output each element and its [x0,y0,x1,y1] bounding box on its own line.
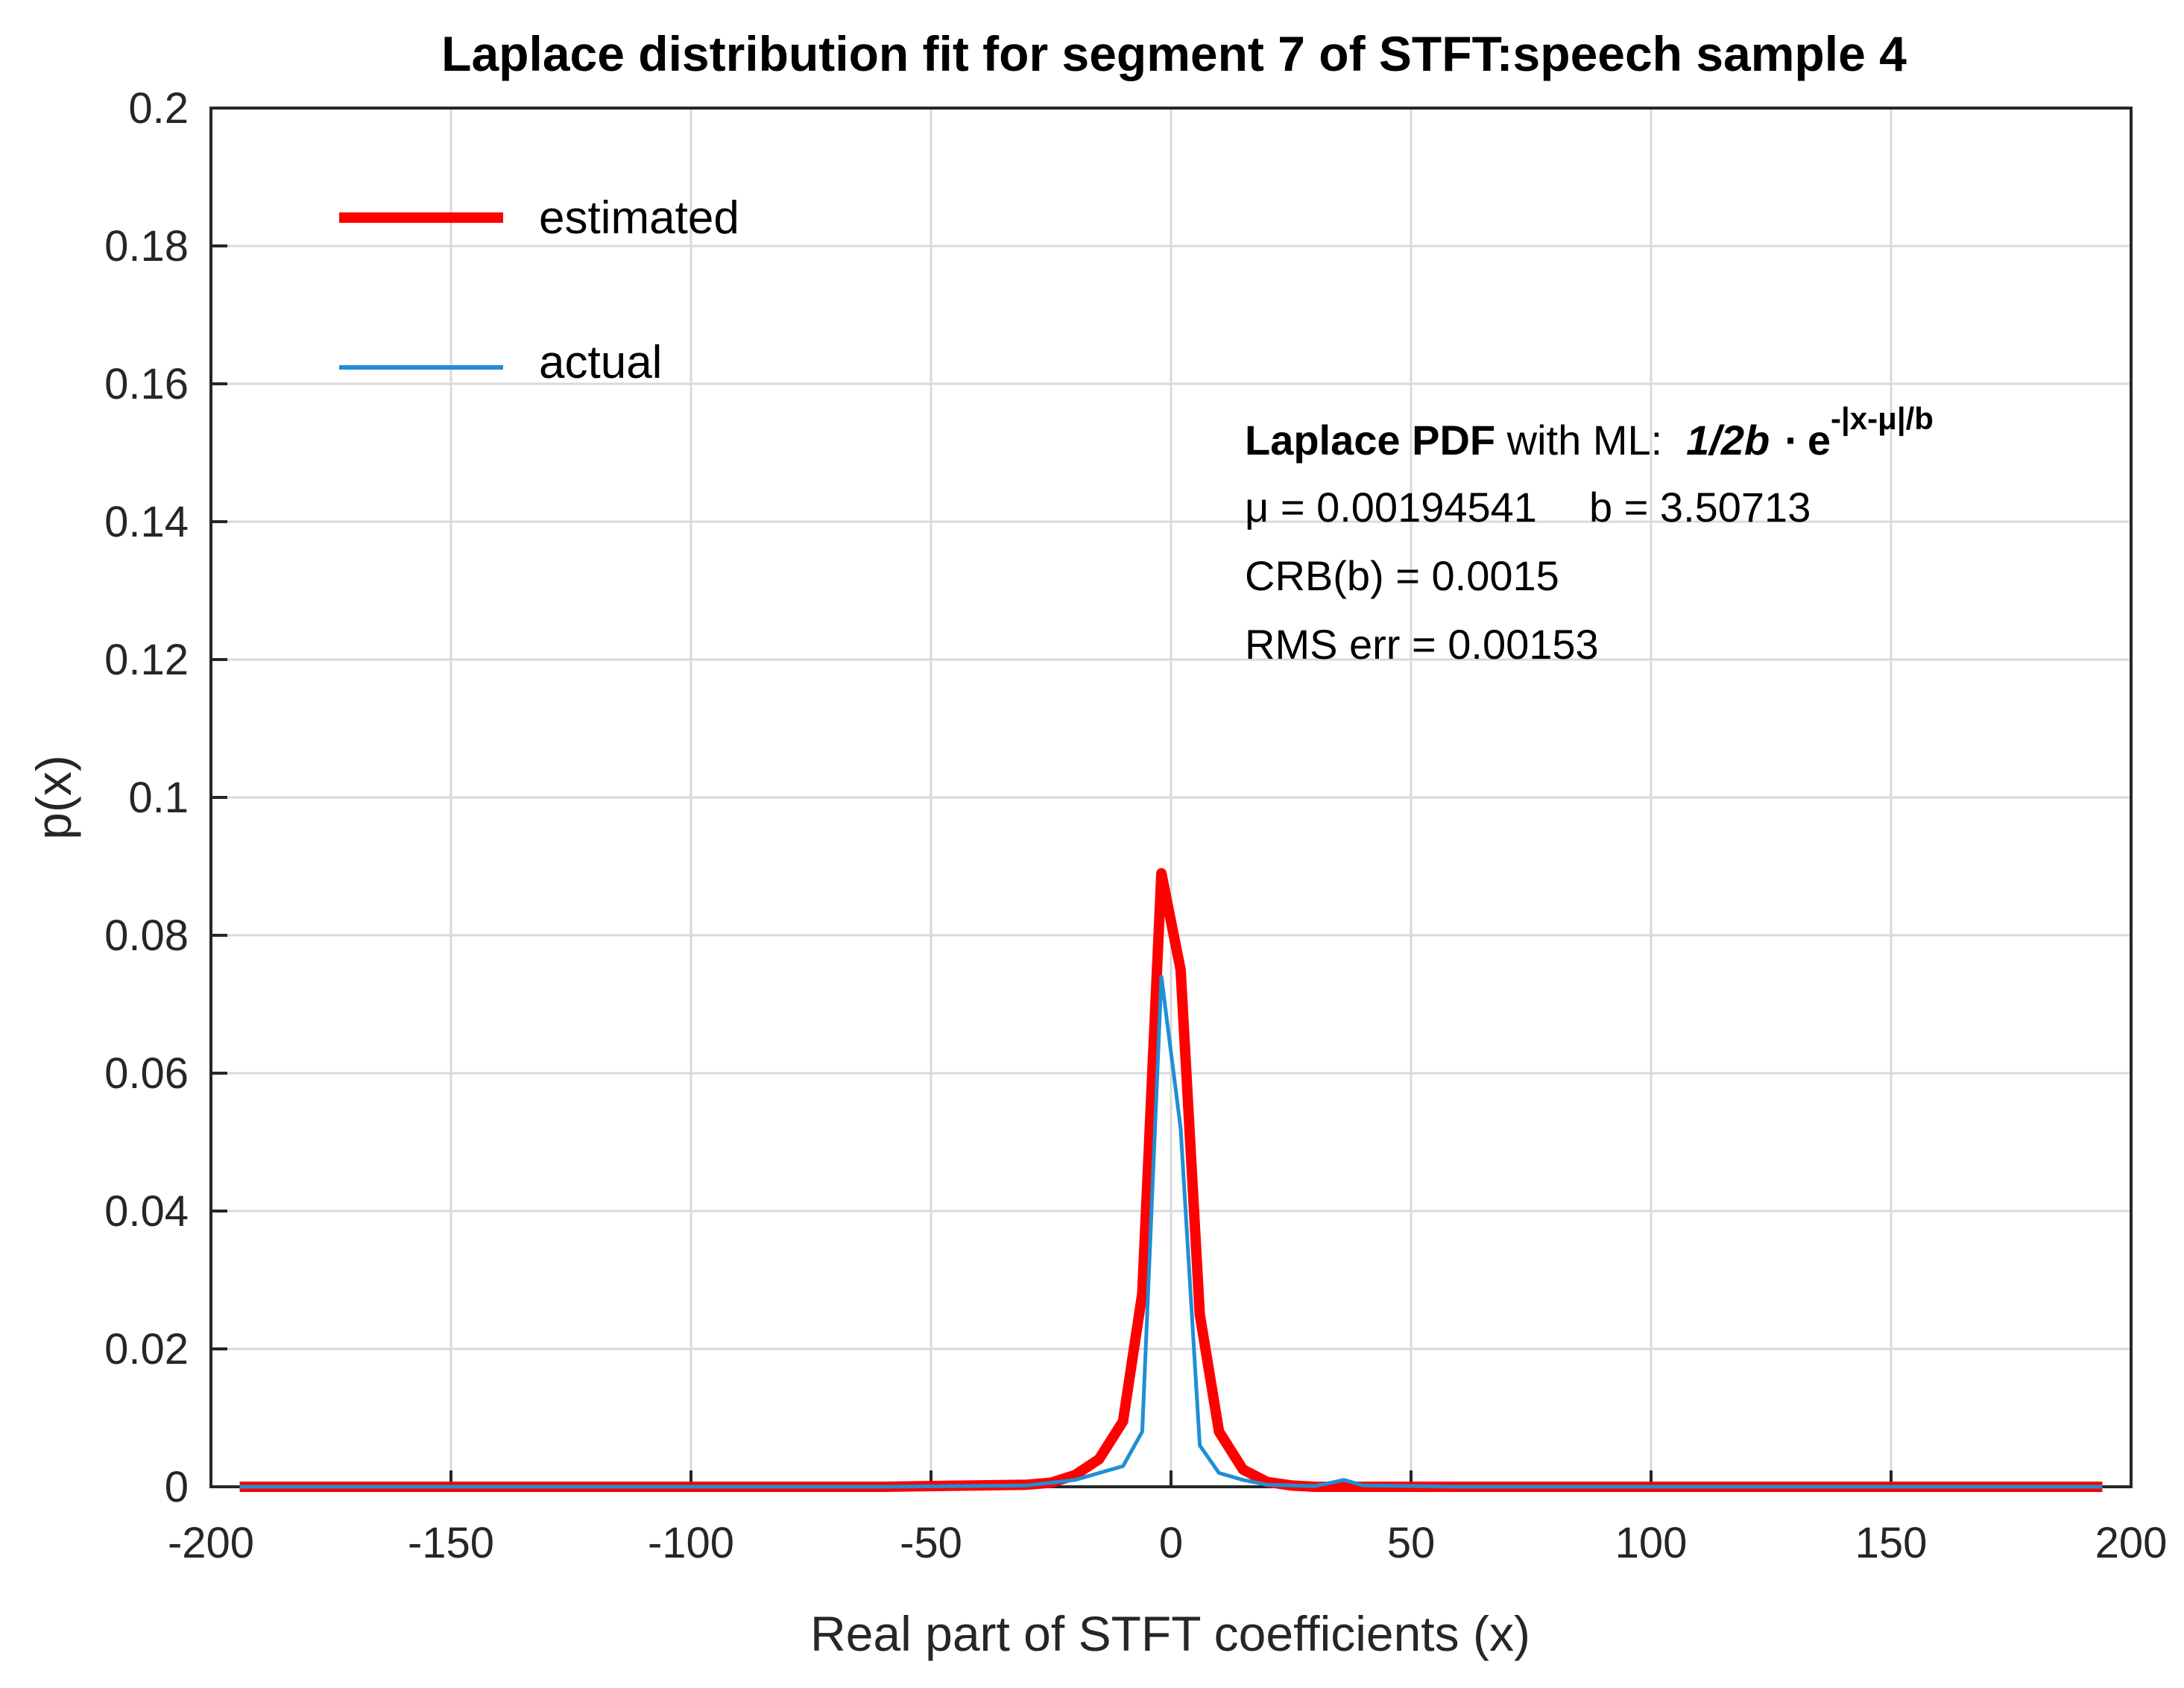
x-tick-label: 0 [1159,1519,1183,1567]
annotation-mu: μ = 0.00194541 [1245,484,1537,531]
y-tick-label: 0.04 [104,1187,189,1236]
annotation-formula: 1/2b [1686,417,1770,464]
x-axis-label: Real part of STFT coefficients (x) [810,1606,1530,1661]
chart-title: Laplace distribution fit for segment 7 o… [441,26,1907,81]
x-tick-label: 50 [1387,1519,1436,1567]
y-tick-label: 0.1 [128,774,189,822]
y-tick-label: 0.12 [104,636,189,684]
annotation-dot: · [1784,417,1799,464]
x-tick-label: 150 [1855,1519,1928,1567]
y-tick-label: 0 [165,1463,189,1511]
annotation-e: e [1808,417,1831,464]
annotation-line-2: μ = 0.00194541 b = 3.50713 [1245,484,1811,531]
annotation-exponent: -|x-μ|/b [1831,401,1934,437]
grid [211,108,2131,1487]
y-tick-label: 0.2 [128,84,189,133]
y-axis-label: p(x) [26,755,81,840]
y-tick-label: 0.06 [104,1049,189,1098]
y-tick-label: 0.18 [104,222,189,271]
annotation-line-3: CRB(b) = 0.0015 [1245,552,1559,599]
x-tick-label: -100 [648,1519,734,1567]
y-tick-label: 0.02 [104,1325,189,1374]
annotation-with-ml: with ML: [1495,417,1662,464]
y-tick-label: 0.08 [104,911,189,960]
series-line-actual [239,975,2103,1489]
x-tick-label: -150 [408,1519,494,1567]
x-tick-labels: -200 -150 -100 -50 0 50 100 150 200 [168,1519,2167,1567]
x-tick-label: -50 [900,1519,962,1567]
x-tick-label: -200 [168,1519,254,1567]
annotation-pdf-name: Laplace PDF [1245,417,1495,464]
series-lines [239,867,2103,1492]
y-tick-label: 0.16 [104,360,189,408]
annotation-b: b = 3.50713 [1589,484,1811,531]
annotation-line-1: Laplace PDF with ML: 1/2b · e-|x-μ|/b [1245,401,1934,464]
legend-label-estimated: estimated [539,192,739,244]
y-tick-label: 0.14 [104,498,189,546]
fit-annotation: Laplace PDF with ML: 1/2b · e-|x-μ|/b μ = 0… [1245,401,1934,668]
x-tick-label: 200 [2095,1519,2168,1567]
legend-label-actual: actual [539,337,662,388]
legend: estimated actual [339,192,739,388]
x-tick-label: 100 [1615,1519,1688,1567]
annotation-line-4: RMS err = 0.00153 [1245,621,1599,668]
y-tick-labels: 0 0.02 0.04 0.06 0.08 0.1 0.12 0.14 0.16 0.18 0.2 [104,84,189,1511]
